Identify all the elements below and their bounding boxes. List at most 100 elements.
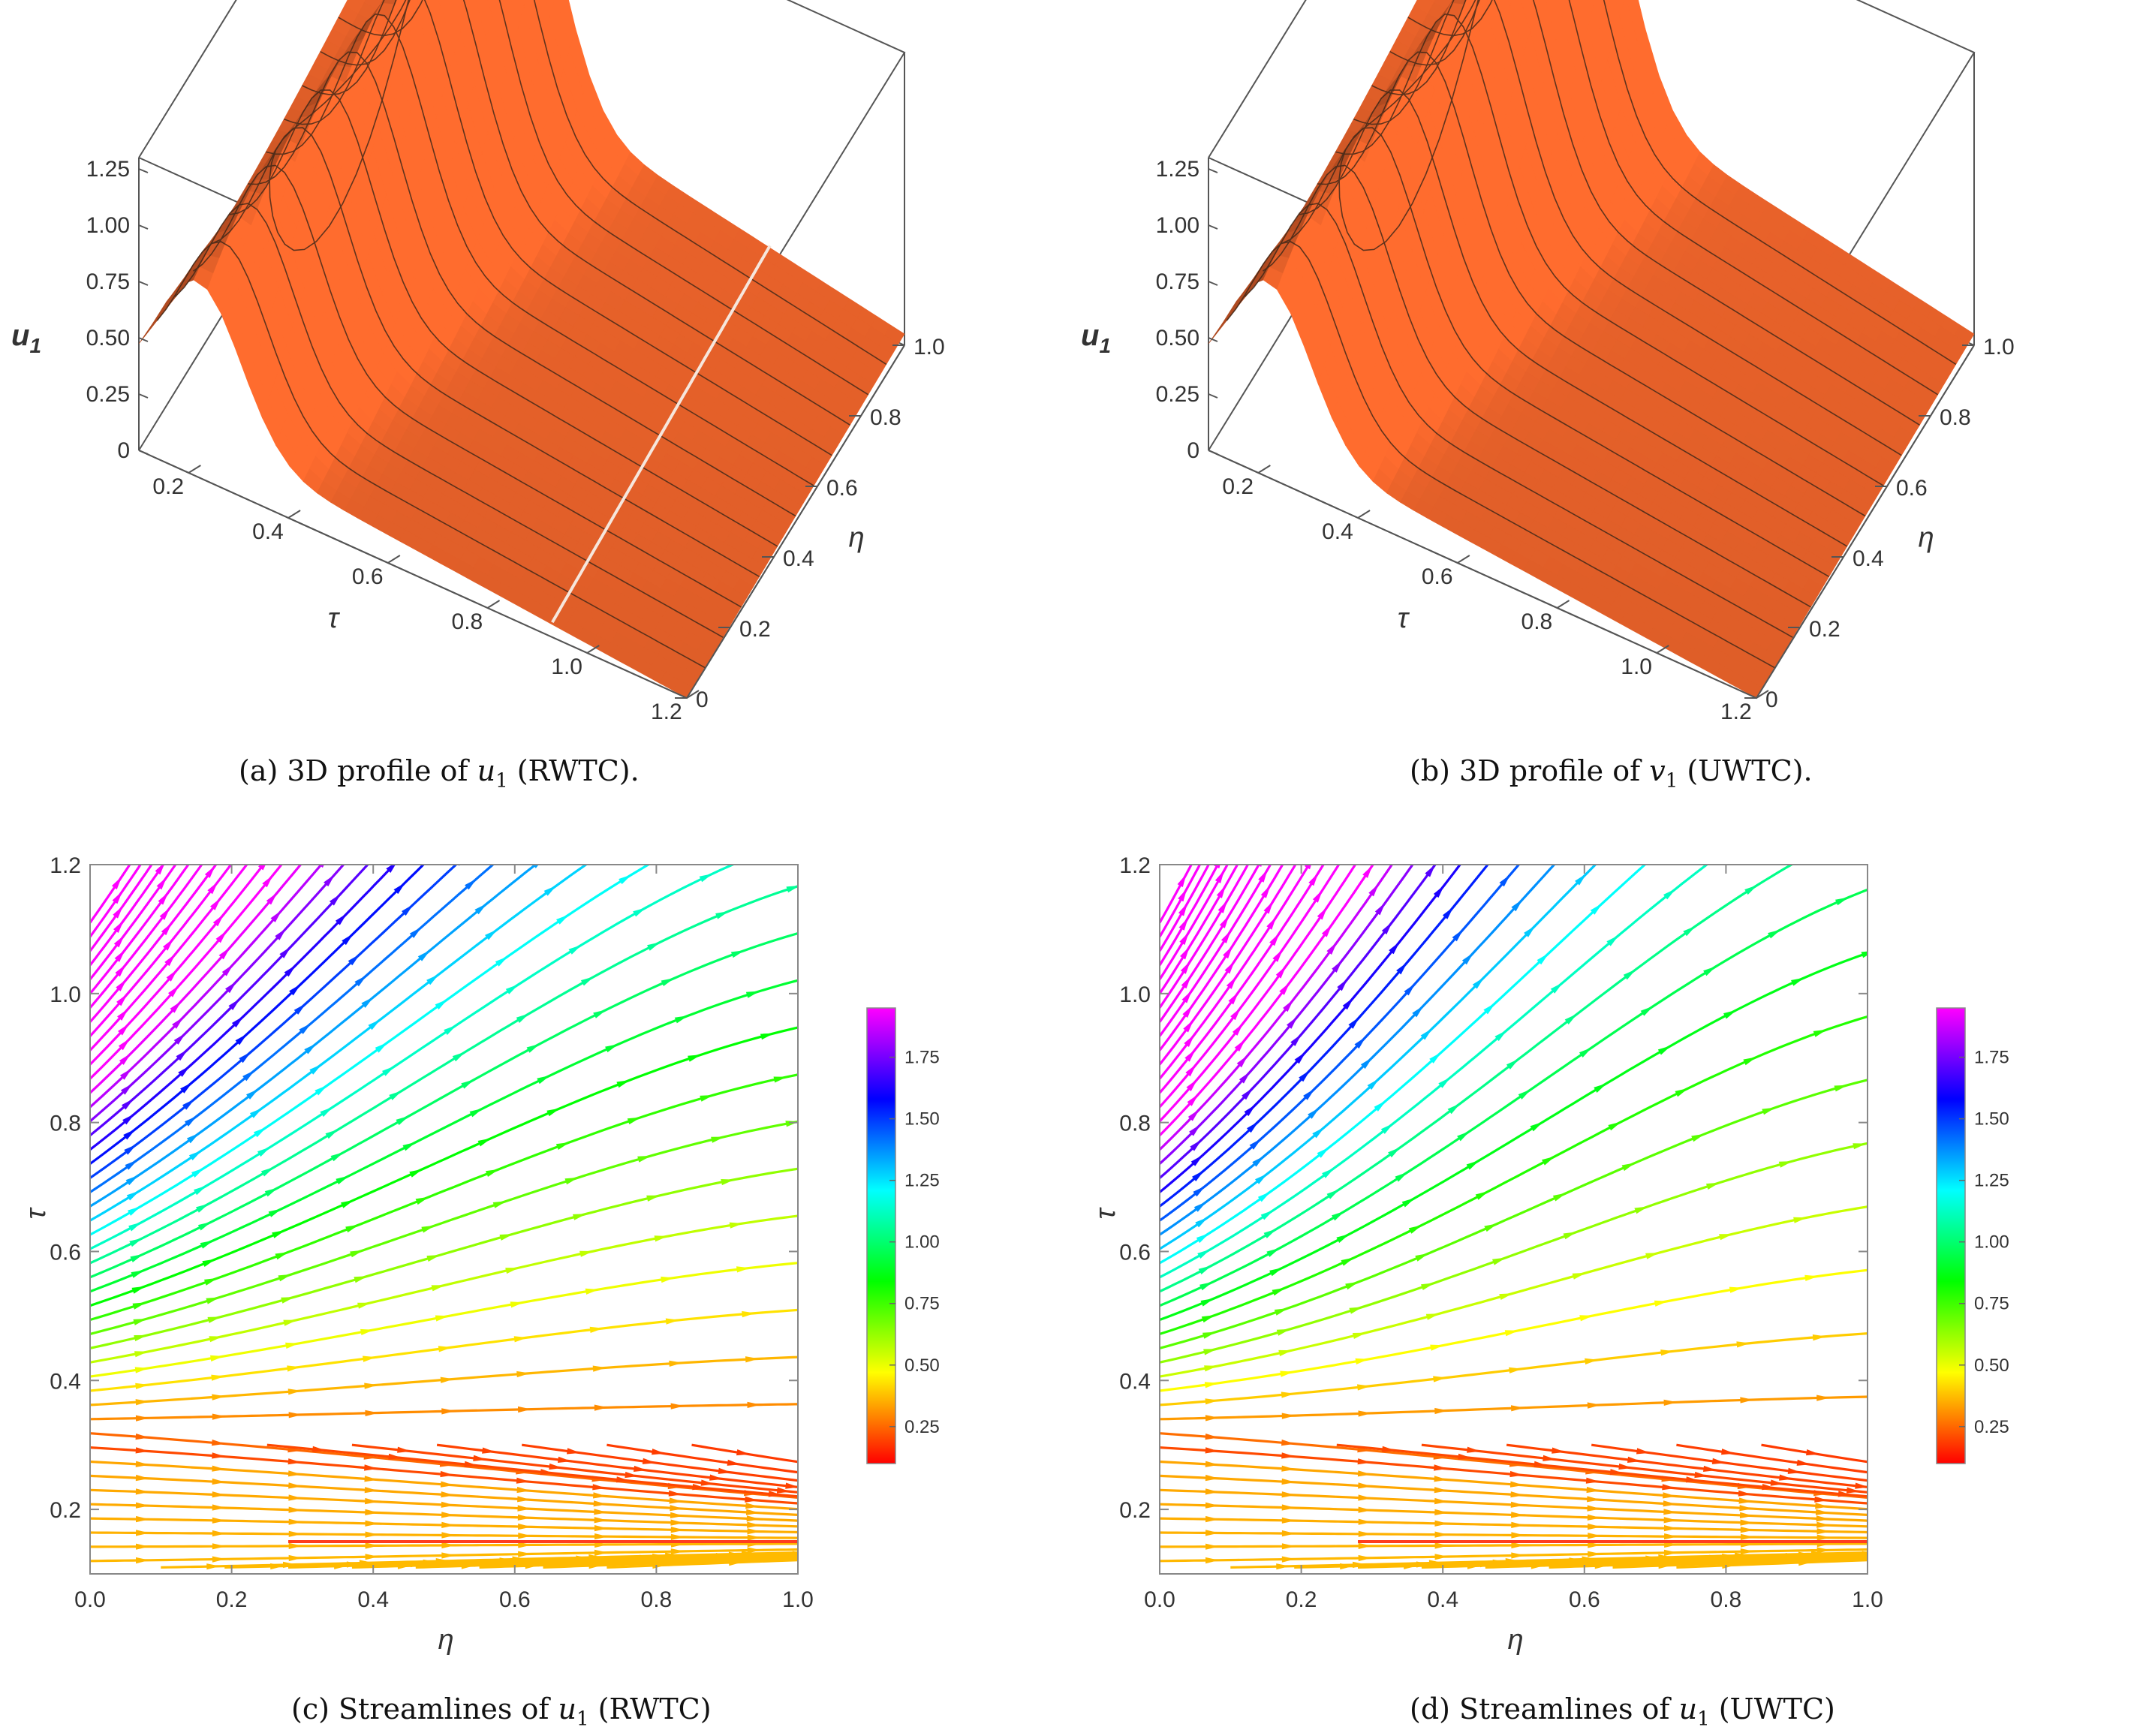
- stream-arrow: [670, 1519, 685, 1526]
- stream-arrow: [1662, 1484, 1676, 1491]
- stream-arrow: [1511, 1532, 1525, 1539]
- colorbar-tick-label: 0.75: [904, 1294, 940, 1314]
- stream-arrow: [417, 950, 431, 961]
- streamline-plot-c: 0.0 0.2 0.4 0.6 0.8 1.0 0.2 0.4 0.6 0.8 1.0 1.2 η τ 0.…: [0, 826, 1070, 1681]
- stream-arrow: [1239, 1071, 1251, 1084]
- stream-arrow: [1560, 846, 1571, 858]
- stream-arrow: [132, 1302, 146, 1310]
- z-tick-label: 0.25: [1156, 382, 1199, 407]
- stream-arrow: [1588, 1523, 1601, 1530]
- stream-arrow: [1178, 888, 1187, 902]
- stream-arrow: [212, 1556, 226, 1563]
- stream-arrow: [1312, 1127, 1325, 1139]
- stream-arrow: [1266, 1247, 1281, 1257]
- stream-arrow: [118, 1023, 130, 1036]
- streamlines: [90, 865, 798, 1570]
- stream-arrow: [228, 998, 240, 1010]
- stream-arrow: [180, 1082, 193, 1094]
- stream-arrow: [1542, 1156, 1555, 1166]
- stream-arrow: [1255, 1173, 1268, 1184]
- stream-arrow: [670, 1512, 684, 1518]
- stream-arrow: [206, 1563, 221, 1570]
- stream-arrow: [668, 1490, 682, 1497]
- stream-arrow: [1816, 1521, 1831, 1528]
- streamline: [90, 865, 218, 1023]
- stream-arrow: [221, 964, 233, 976]
- stream-arrow: [654, 1235, 668, 1242]
- streamlines: [1160, 846, 1868, 1570]
- stream-arrow: [1729, 1286, 1744, 1293]
- stream-arrow: [173, 1033, 186, 1045]
- stream-arrow: [1524, 925, 1536, 937]
- stream-arrow: [1770, 1479, 1784, 1486]
- stream-arrow: [1804, 1274, 1819, 1281]
- stream-arrow: [287, 1470, 302, 1477]
- contour-lines: [156, 0, 887, 669]
- stream-arrow: [1341, 1257, 1355, 1266]
- streamline: [1160, 1205, 1868, 1378]
- x-tick: [1257, 465, 1271, 474]
- stream-arrow: [235, 1033, 248, 1046]
- stream-arrow: [1272, 949, 1283, 962]
- stream-arrow: [549, 1463, 563, 1470]
- stream-arrow: [1518, 1089, 1531, 1100]
- stream-arrow: [1618, 1463, 1633, 1470]
- stream-arrow: [360, 1328, 375, 1335]
- stream-arrow: [1179, 931, 1189, 945]
- surface-patch: [545, 0, 555, 18]
- stream-arrow: [1483, 1003, 1496, 1015]
- stream-arrow: [440, 1470, 454, 1478]
- stream-arrow: [288, 1554, 302, 1562]
- contour-line: [174, 203, 724, 638]
- stream-arrow: [1815, 1503, 1829, 1509]
- y-tick-label: 0.8: [870, 405, 901, 430]
- stream-arrow: [594, 1517, 608, 1524]
- stream-arrow: [760, 1033, 775, 1040]
- stream-arrow: [393, 882, 406, 895]
- stream-arrow: [136, 1515, 149, 1523]
- streamline: [1160, 865, 1374, 1136]
- stream-arrow: [736, 1266, 751, 1273]
- stream-arrow: [258, 865, 266, 871]
- stream-arrow: [637, 1155, 652, 1163]
- stream-arrow: [1740, 1519, 1754, 1526]
- stream-arrow: [382, 1066, 396, 1076]
- stream-arrow: [186, 1133, 200, 1144]
- stream-arrow: [1322, 1168, 1335, 1178]
- stream-arrow: [161, 922, 172, 936]
- stream-arrow: [172, 1017, 184, 1029]
- stream-arrow: [1434, 1531, 1449, 1538]
- stream-arrow: [505, 984, 519, 994]
- stream-arrow: [1290, 1033, 1302, 1046]
- stream-arrow: [156, 877, 167, 890]
- z-tick: [1208, 450, 1218, 455]
- stream-arrow: [1214, 870, 1225, 883]
- stream-arrow: [482, 1447, 496, 1454]
- streamline: [90, 1167, 798, 1349]
- stream-arrow: [124, 1144, 137, 1155]
- stream-arrow: [1660, 1349, 1675, 1356]
- stream-arrow: [1645, 1253, 1660, 1259]
- streamline: [1160, 865, 1647, 1265]
- stream-arrow: [1594, 1563, 1609, 1569]
- stream-arrow: [325, 1129, 339, 1139]
- y-tick-label: 0.6: [1119, 1240, 1151, 1265]
- stream-arrow: [266, 892, 278, 905]
- stream-arrow: [1228, 991, 1239, 1005]
- stream-arrow: [1636, 1448, 1651, 1455]
- stream-arrow: [1220, 930, 1231, 943]
- stream-arrow: [365, 1554, 379, 1560]
- stream-arrow: [1260, 1210, 1274, 1220]
- z-tick-label: 1.00: [1156, 213, 1199, 238]
- stream-arrow: [1281, 1440, 1296, 1446]
- stream-arrow: [441, 1501, 455, 1508]
- stream-arrow: [1744, 885, 1758, 895]
- streamline: [90, 865, 345, 1123]
- streamline: [1160, 865, 1357, 1122]
- stream-arrow: [1357, 1384, 1371, 1391]
- stream-arrow: [122, 1098, 134, 1110]
- stream-arrow: [1196, 1233, 1210, 1244]
- stream-arrow: [747, 1521, 761, 1528]
- colorbar-tick-label: 1.50: [904, 1109, 940, 1130]
- stream-arrow: [1337, 978, 1348, 991]
